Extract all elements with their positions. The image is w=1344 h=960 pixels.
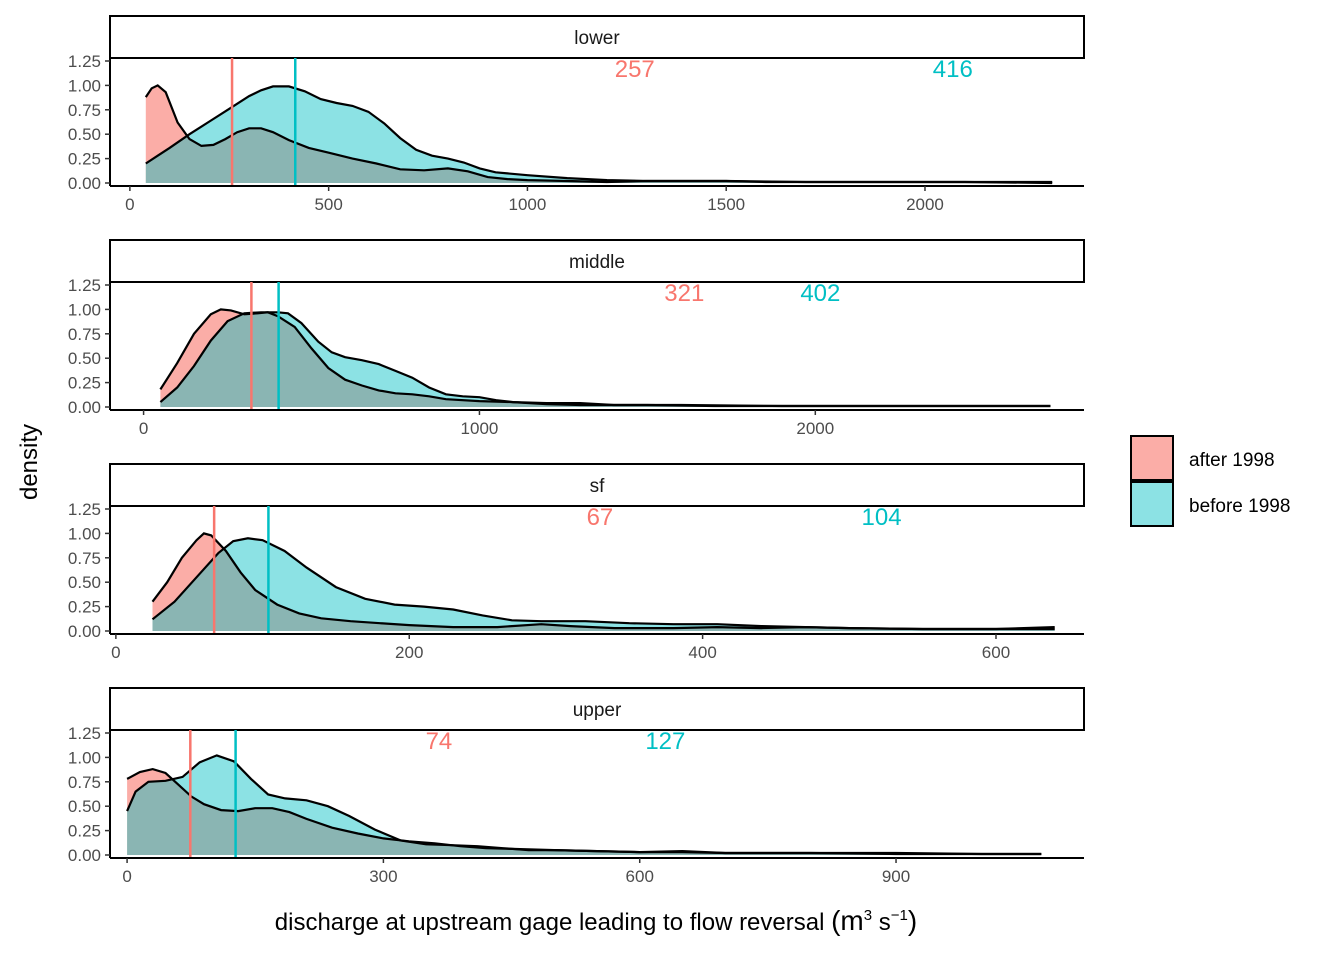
y-tick-label: 0.00 [68, 622, 101, 641]
density-area-before-1998 [160, 312, 1051, 407]
y-tick-label: 0.50 [68, 797, 101, 816]
y-tick-label: 0.50 [68, 573, 101, 592]
facet-middle: middle 321 402 0.00 0.25 0.50 0.75 1.00 1.25 0 100… [68, 239, 1085, 438]
facet-strip [109, 239, 1085, 283]
density-area-before-1998 [152, 538, 1055, 631]
density-line-before-1998 [145, 85, 1053, 184]
x-tick-label: 0 [139, 419, 148, 438]
density-area-before-1998 [127, 755, 1042, 855]
x-tick-label: 1500 [707, 195, 745, 214]
y-tick-label: 1.25 [68, 52, 101, 71]
density-area-before-1998 [145, 86, 1053, 183]
x-axis-title-main: discharge at upstream gage leading to fl… [275, 909, 831, 936]
facet-strip [109, 687, 1085, 731]
facet-panels: lower 257 416 0.00 0.25 0.50 0.75 1.00 1.25 0 500 1… [68, 15, 1085, 886]
y-tick-label: 1.00 [68, 524, 101, 543]
facet-strip-label: upper [573, 700, 622, 721]
y-axis-title: density [16, 424, 43, 500]
facet-upper: upper 74 127 0.00 0.25 0.50 0.75 1.00 1.25 0 300 60… [68, 687, 1085, 886]
y-tick-label: 0.25 [68, 150, 101, 169]
x-axis-title-unit-exp2: −1 [891, 907, 908, 924]
x-tick-label: 900 [882, 867, 910, 886]
y-tick-label: 1.25 [68, 276, 101, 295]
x-tick-label: 2000 [906, 195, 944, 214]
y-tick-label: 0.75 [68, 773, 101, 792]
median-label-before-1998: 104 [862, 504, 902, 531]
y-tick-label: 1.25 [68, 500, 101, 519]
x-tick-label: 500 [314, 195, 342, 214]
facet-strip [109, 15, 1085, 59]
x-axis-title-unit-exp1: 3 [864, 907, 872, 924]
median-label-after-1998: 74 [426, 728, 453, 755]
y-tick-label: 1.00 [68, 748, 101, 767]
y-tick-label: 0.25 [68, 598, 101, 617]
x-tick-label: 1000 [509, 195, 547, 214]
legend-key-before [1130, 481, 1174, 527]
density-line-before-1998 [126, 754, 1042, 856]
median-label-before-1998: 127 [645, 728, 685, 755]
facet-strip-label: lower [574, 28, 620, 49]
x-tick-label: 400 [688, 643, 716, 662]
x-axis-title-unit-close: ) [908, 905, 917, 936]
density-area-after-1998 [160, 309, 1051, 407]
y-tick-label: 0.75 [68, 549, 101, 568]
y-tick-label: 0.75 [68, 101, 101, 120]
y-tick-label: 0.25 [68, 374, 101, 393]
x-tick-label: 600 [626, 867, 654, 886]
legend-label-before: before 1998 [1189, 496, 1290, 517]
y-tick-label: 1.00 [68, 300, 101, 319]
density-area-after-1998 [152, 533, 1055, 631]
y-tick-label: 1.00 [68, 76, 101, 95]
facet-lower: lower 257 416 0.00 0.25 0.50 0.75 1.00 1.25 0 500 1… [68, 15, 1085, 214]
x-tick-label: 2000 [796, 419, 834, 438]
x-tick-label: 600 [982, 643, 1010, 662]
facet-strip-label: middle [569, 252, 625, 273]
facet-sf: sf 67 104 0.00 0.25 0.50 0.75 1.00 1.25 0 200 400 60… [68, 463, 1085, 662]
median-label-after-1998: 67 [587, 504, 614, 531]
x-axis-title-unit-open: (m [831, 905, 864, 936]
facet-strip [109, 463, 1085, 507]
x-tick-label: 300 [369, 867, 397, 886]
density-line-before-1998 [159, 311, 1051, 408]
median-label-after-1998: 257 [615, 56, 655, 83]
median-label-before-1998: 416 [933, 56, 973, 83]
y-tick-label: 0.00 [68, 846, 101, 865]
median-label-before-1998: 402 [800, 280, 840, 307]
x-tick-label: 1000 [461, 419, 499, 438]
y-tick-label: 0.50 [68, 349, 101, 368]
y-tick-label: 0.00 [68, 398, 101, 417]
x-tick-label: 0 [111, 643, 120, 662]
x-axis-title-unit-s: s [872, 909, 891, 936]
x-tick-label: 0 [122, 867, 131, 886]
density-area-after-1998 [145, 85, 1053, 183]
legend-key-after [1130, 435, 1174, 481]
x-tick-label: 200 [395, 643, 423, 662]
x-axis-title: discharge at upstream gage leading to fl… [275, 905, 917, 936]
y-tick-label: 1.25 [68, 724, 101, 743]
y-tick-label: 0.00 [68, 174, 101, 193]
median-label-after-1998: 321 [664, 280, 704, 307]
density-line-before-1998 [151, 537, 1055, 631]
facet-strip-label: sf [590, 476, 606, 497]
y-tick-label: 0.75 [68, 325, 101, 344]
y-tick-label: 0.25 [68, 822, 101, 841]
legend: after 1998 before 1998 [1130, 435, 1290, 527]
y-tick-label: 0.50 [68, 125, 101, 144]
x-tick-label: 0 [125, 195, 134, 214]
legend-label-after: after 1998 [1189, 450, 1275, 471]
